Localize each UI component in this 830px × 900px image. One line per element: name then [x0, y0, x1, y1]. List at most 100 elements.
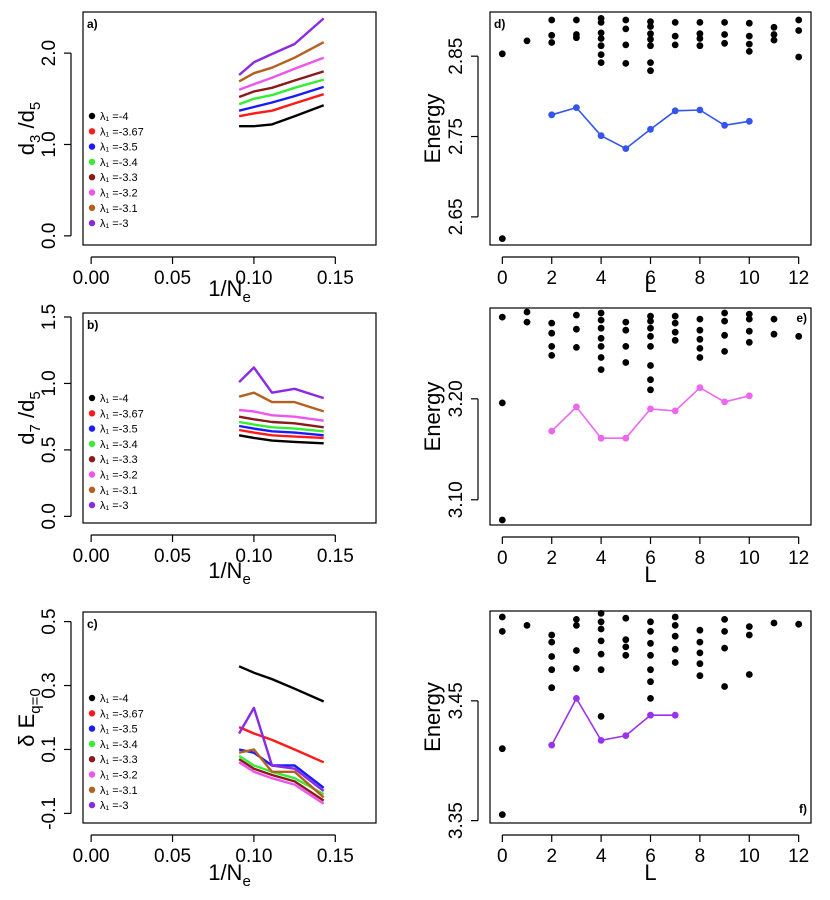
- panel-f: 0 2 4 6 8 10 12 3.35 3.45 L Energy f): [420, 610, 812, 885]
- legend-label: λ₁ =-3.1: [100, 485, 138, 497]
- spectrum-point: [696, 326, 704, 334]
- legend-label: λ₁ =-4: [100, 393, 128, 405]
- x-tick-label: 0.05: [154, 846, 191, 867]
- spectrum-point: [696, 19, 704, 26]
- series-line: [238, 408, 324, 422]
- spectrum-point: [770, 31, 778, 38]
- spectrum-point: [647, 666, 654, 674]
- spectrum-point: [597, 42, 605, 50]
- legend-label: λ₁ =-3.3: [100, 754, 138, 766]
- legend-marker: [88, 771, 96, 778]
- spectrum-point: [647, 695, 654, 702]
- spectrum-point: [573, 325, 580, 333]
- series-line: [238, 758, 325, 802]
- x-tick-label: 0: [497, 548, 508, 569]
- spectrum-point: [523, 622, 531, 629]
- legend-marker: [88, 394, 96, 402]
- spectrum-point: [745, 631, 753, 639]
- spectrum-point: [597, 666, 605, 674]
- spectrum-point: [548, 352, 556, 359]
- spectrum-point: [597, 19, 605, 26]
- highlight-point: [548, 111, 556, 119]
- series-line: [238, 725, 325, 764]
- spectrum-point: [721, 683, 728, 690]
- spectrum-point: [647, 30, 654, 38]
- y-axis-label-sub: q=0: [27, 688, 44, 713]
- spectrum-point: [671, 328, 679, 336]
- spectrum-point: [647, 324, 654, 332]
- spectrum-point: [795, 27, 803, 34]
- spectrum-point: [523, 308, 531, 316]
- x-tick-label: 10: [739, 268, 760, 289]
- x-axis-label: 1/Ne: [208, 860, 251, 890]
- y-tick-label: 3.35: [446, 802, 467, 839]
- x-tick-label: 12: [788, 548, 809, 569]
- spectrum-point: [548, 684, 556, 692]
- spectrum-point: [647, 59, 654, 66]
- spectrum-point: [573, 16, 580, 24]
- x-axis-label: L: [644, 272, 656, 297]
- panel-d: 0 2 4 6 8 10 12 2.65 2.75 2.85 L Energy d): [420, 11, 812, 297]
- x-tick-label: 6: [645, 548, 656, 569]
- spectrum-point: [597, 334, 605, 342]
- spectrum-point: [597, 324, 605, 332]
- spectrum-point: [770, 36, 778, 44]
- y-tick-label: 0.1: [39, 736, 60, 762]
- y-axis-label-part: /d: [14, 400, 39, 424]
- highlight-point: [671, 407, 679, 415]
- panel-label: f): [799, 802, 807, 816]
- legend-marker: [88, 756, 96, 763]
- spectrum-point: [647, 67, 654, 75]
- x-axis-label-main: L: [644, 272, 656, 297]
- y-tick-label: 2.65: [446, 198, 467, 235]
- series-line: [239, 104, 325, 128]
- y-axis-label: Energy: [420, 94, 445, 164]
- legend-label: λ₁ =-3.5: [100, 142, 138, 154]
- series-line: [238, 41, 325, 83]
- spectrum-point: [795, 53, 803, 61]
- y-axis-label-sub: 7: [27, 424, 44, 432]
- legend-label: λ₁ =-4: [100, 693, 128, 705]
- highlight-point: [597, 132, 605, 140]
- x-axis-label-main: 1/N: [208, 860, 242, 885]
- legend-marker: [88, 801, 96, 809]
- highlight-point: [548, 427, 556, 435]
- series-line: [238, 70, 325, 99]
- spectrum-point: [696, 35, 704, 42]
- spectrum-point: [671, 336, 679, 344]
- spectrum-point: [745, 19, 753, 27]
- spectrum-point: [696, 626, 704, 634]
- highlight-point: [622, 145, 630, 153]
- y-axis-label: Energy: [420, 682, 445, 752]
- x-tick-label: 4: [596, 268, 607, 289]
- spectrum-point: [647, 35, 654, 43]
- legend-marker: [88, 440, 96, 448]
- x-tick-label: 0.00: [73, 546, 110, 567]
- plot-frame: [82, 611, 377, 824]
- y-axis-label-sub: 5: [27, 391, 44, 399]
- x-tick-label: 0.05: [154, 546, 191, 567]
- highlight-point: [671, 107, 679, 115]
- legend-label: λ₁ =-3.2: [100, 470, 138, 482]
- series-line: [238, 391, 325, 413]
- panel-label: c): [87, 617, 98, 631]
- y-tick-label: 0.5: [39, 437, 60, 463]
- spectrum-point: [573, 344, 580, 351]
- highlight-point: [745, 117, 753, 125]
- spectrum-point: [671, 645, 679, 653]
- panel-a: 0.00 0.05 0.10 0.15 0.0 1.0 2.0 1/Ne d3 /d5 a) λ₁ …: [14, 11, 377, 306]
- legend-marker: [88, 219, 96, 227]
- legend-marker: [88, 128, 96, 135]
- x-axis-label: 1/Ne: [208, 558, 251, 588]
- highlight-point: [597, 434, 605, 442]
- spectrum-point: [573, 622, 580, 629]
- x-tick-label: 0.15: [317, 846, 354, 867]
- spectrum-point: [597, 343, 605, 350]
- spectrum-point: [647, 628, 654, 635]
- spectrum-point: [647, 639, 654, 647]
- spectrum-point: [647, 386, 654, 394]
- spectrum-point: [647, 42, 654, 50]
- legend-label: λ₁ =-3: [100, 800, 128, 812]
- series-line: [238, 56, 325, 91]
- panel-c: 0.00 0.05 0.10 0.15 -0.1 0.1 0.3 0.5 1/Ne δ Eq=0 c…: [14, 608, 377, 890]
